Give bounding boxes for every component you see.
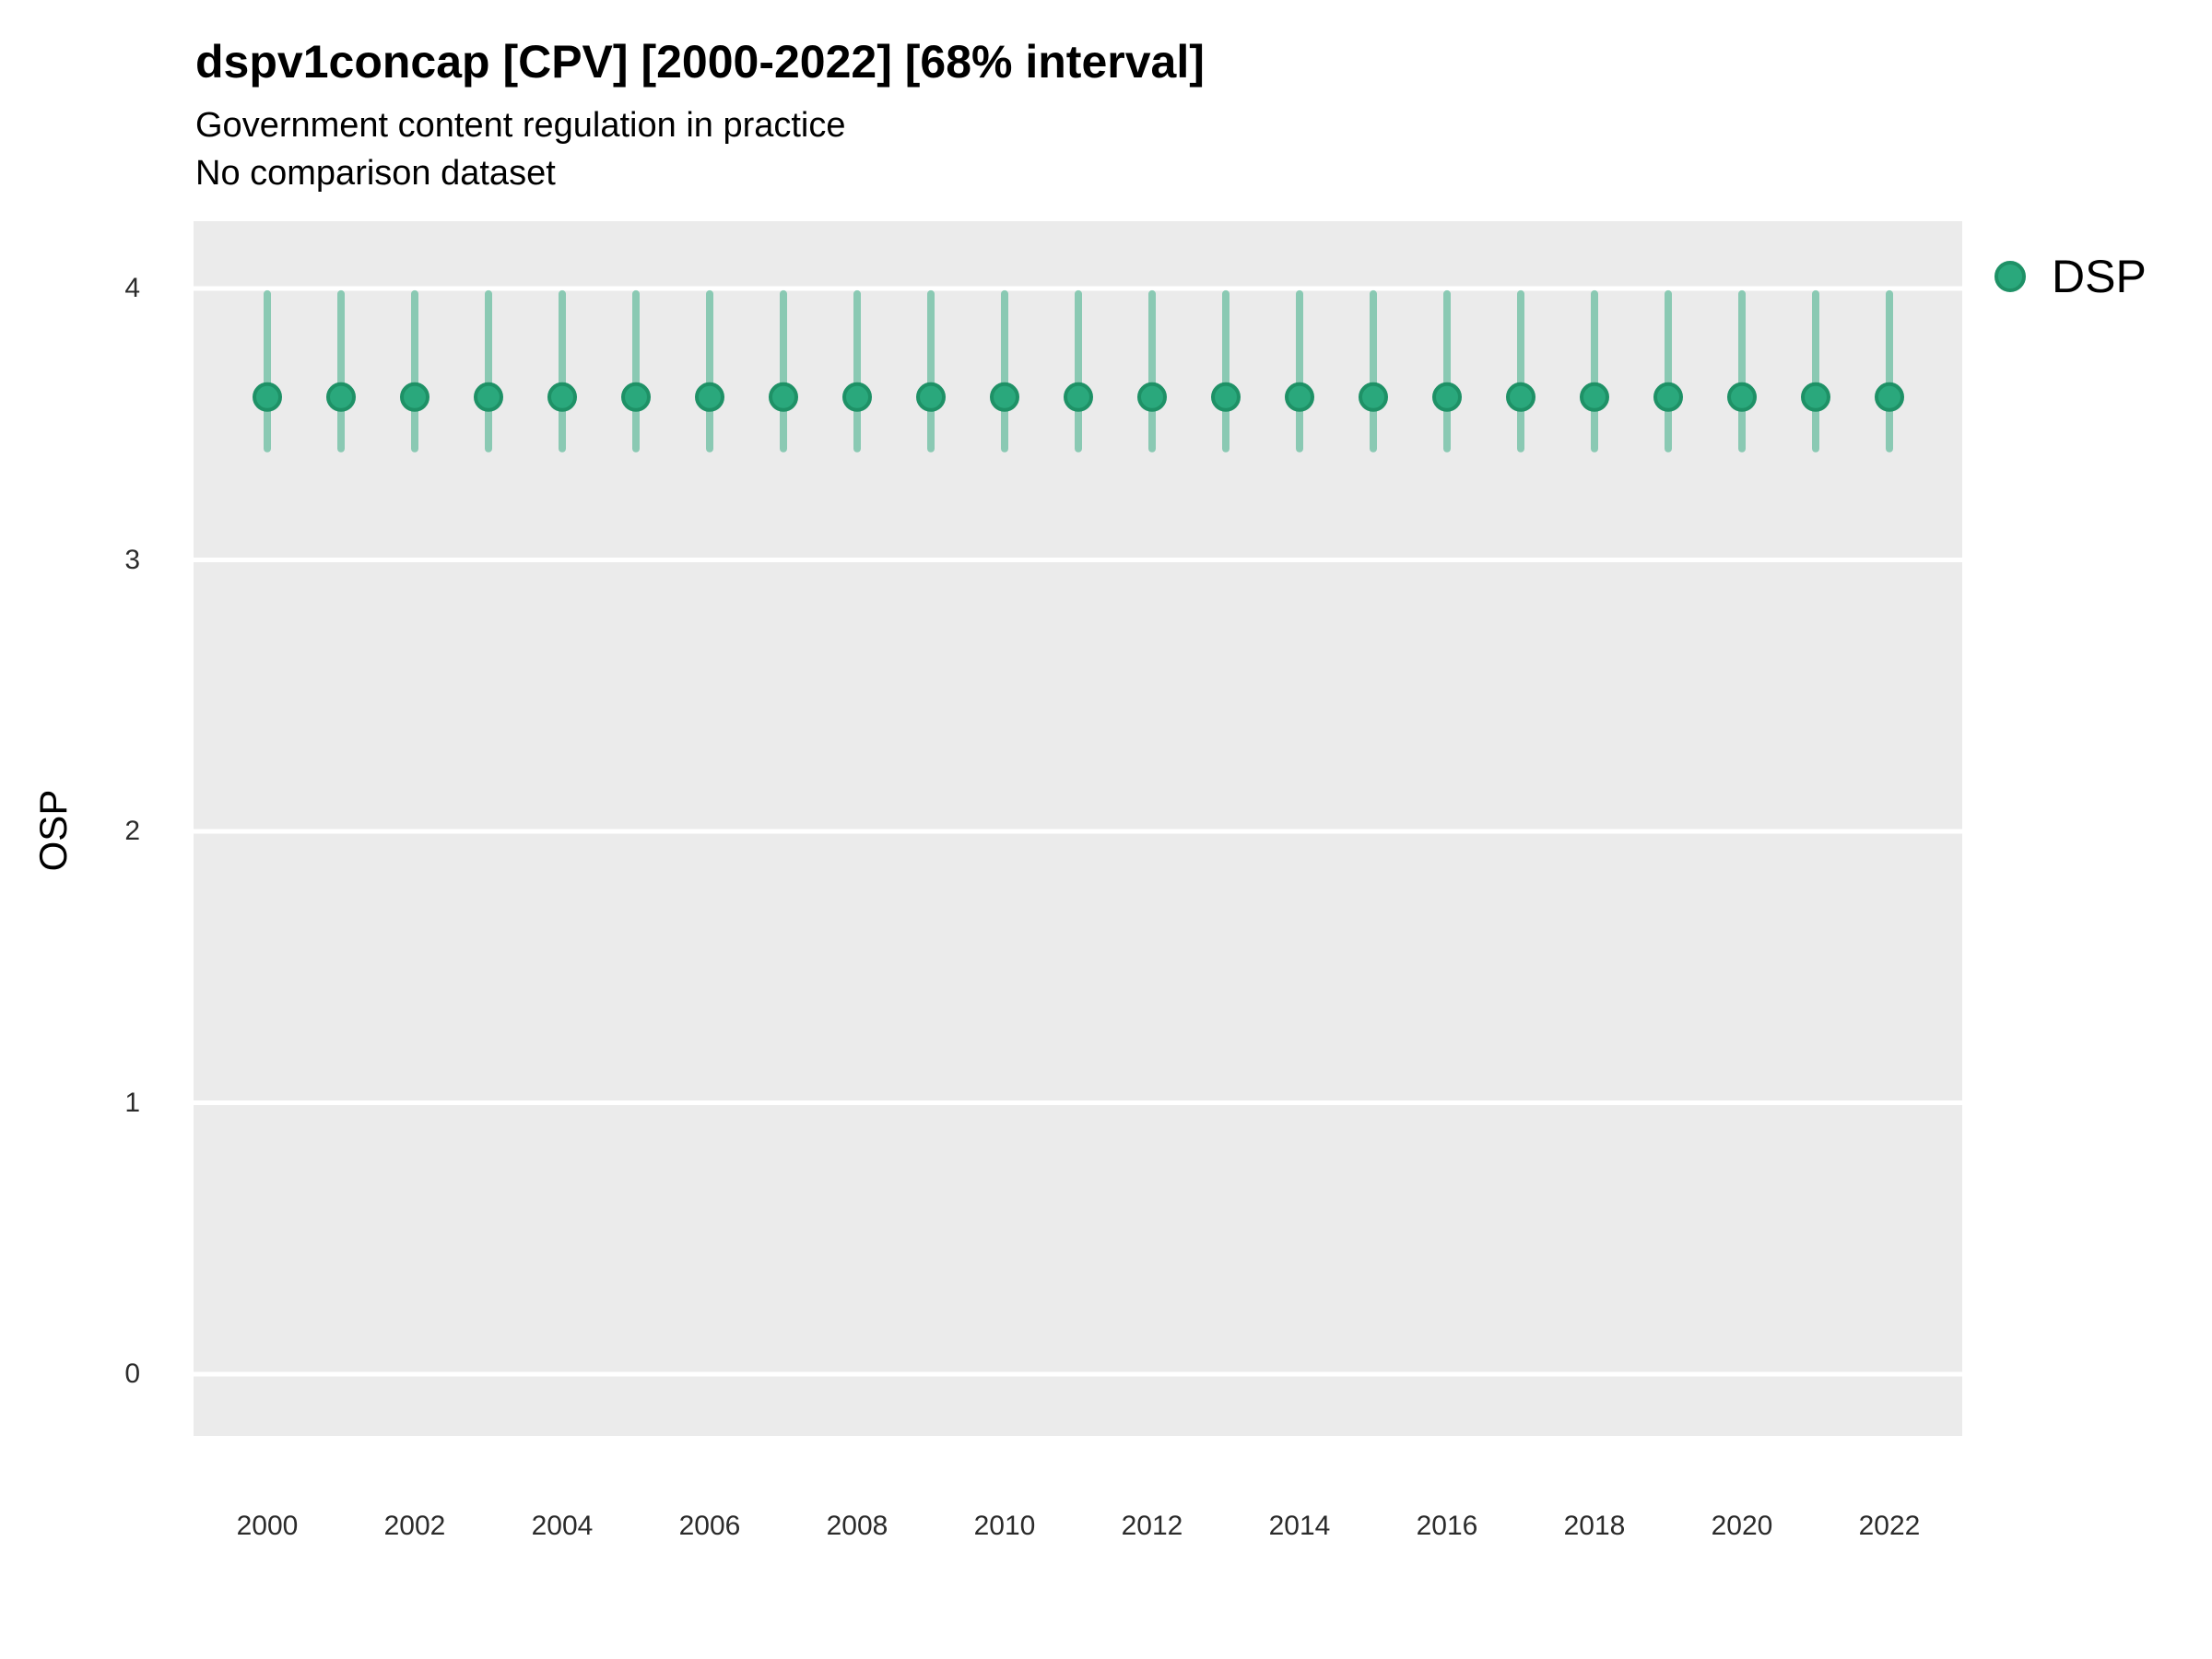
- point-2013: [1211, 382, 1241, 412]
- point-2007: [769, 382, 798, 412]
- legend-label: DSP: [2052, 251, 2147, 302]
- point-2010: [990, 382, 1019, 412]
- x-tick-label-2016: 2016: [1416, 1511, 1478, 1541]
- x-tick-label-2000: 2000: [236, 1511, 299, 1541]
- point-2021: [1801, 382, 1830, 412]
- point-2017: [1506, 382, 1535, 412]
- y-tick-label-0: 0: [124, 1359, 140, 1389]
- legend: DSP: [1994, 251, 2147, 302]
- point-2018: [1580, 382, 1609, 412]
- point-2012: [1137, 382, 1167, 412]
- x-tick-label-2014: 2014: [1268, 1511, 1331, 1541]
- point-2005: [621, 382, 651, 412]
- x-tick-label-2020: 2020: [1711, 1511, 1773, 1541]
- x-tick-label-2012: 2012: [1121, 1511, 1183, 1541]
- point-2008: [842, 382, 872, 412]
- point-2019: [1653, 382, 1683, 412]
- point-2000: [253, 382, 282, 412]
- y-tick-label-3: 3: [124, 544, 140, 575]
- legend-key-dot-icon: [1994, 261, 2026, 292]
- x-tick-label-2022: 2022: [1858, 1511, 1921, 1541]
- chart-title: dspv1concap [CPV] [2000-2022] [68% inter…: [195, 36, 1205, 88]
- point-2006: [695, 382, 724, 412]
- point-2016: [1432, 382, 1462, 412]
- y-tick-label-2: 2: [124, 816, 140, 846]
- x-tick-label-2018: 2018: [1563, 1511, 1626, 1541]
- y-tick-label-4: 4: [124, 273, 140, 303]
- point-2014: [1285, 382, 1314, 412]
- x-tick-label-2010: 2010: [973, 1511, 1036, 1541]
- chart-subtitle-note: No comparison dataset: [195, 154, 556, 193]
- x-tick-label-2006: 2006: [678, 1511, 741, 1541]
- x-tick-label-2004: 2004: [531, 1511, 594, 1541]
- point-2004: [547, 382, 577, 412]
- plot-panel: [194, 221, 1962, 1436]
- point-2015: [1359, 382, 1388, 412]
- y-tick-label-1: 1: [124, 1087, 140, 1118]
- x-tick-label-2008: 2008: [826, 1511, 888, 1541]
- point-2011: [1064, 382, 1093, 412]
- chart-subtitle: Government content regulation in practic…: [195, 106, 846, 145]
- point-2003: [474, 382, 503, 412]
- point-2022: [1875, 382, 1904, 412]
- point-2009: [916, 382, 946, 412]
- plot-svg: [194, 286, 1962, 1377]
- point-2002: [400, 382, 429, 412]
- x-tick-label-2002: 2002: [383, 1511, 446, 1541]
- point-2001: [326, 382, 356, 412]
- point-2020: [1727, 382, 1757, 412]
